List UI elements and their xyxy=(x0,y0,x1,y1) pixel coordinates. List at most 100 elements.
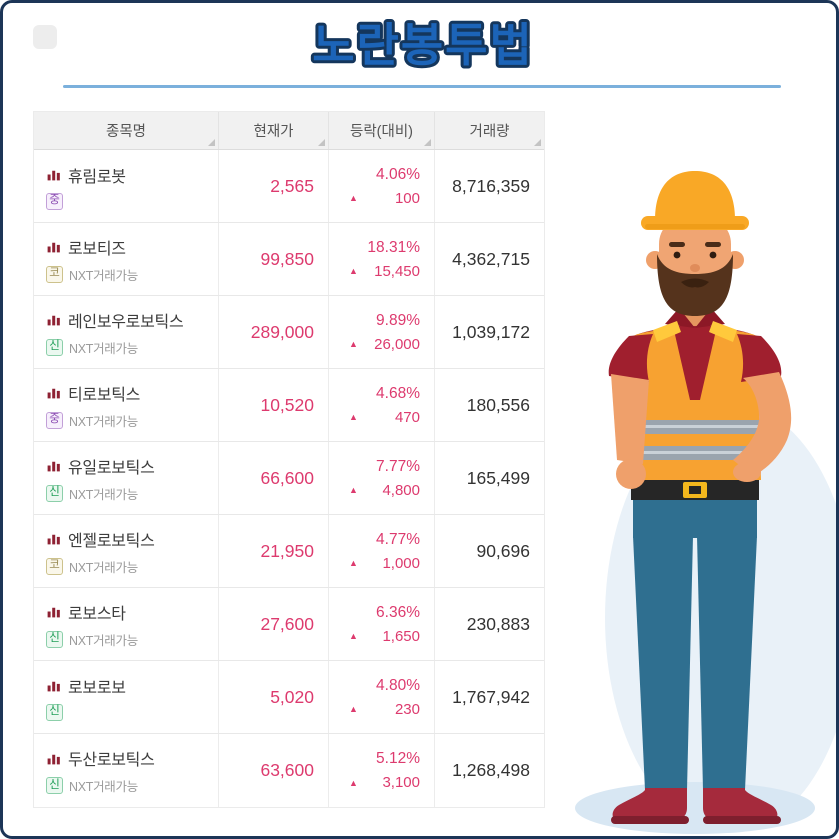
stock-name: 티로보틱스 xyxy=(68,386,141,404)
stock-name: 레인보우로보틱스 xyxy=(68,313,184,331)
current-price: 2,565 xyxy=(270,175,314,196)
table-row[interactable]: 로보티즈 코 NXT거래가능 99,850 18.31% ▲ 15,450 4,… xyxy=(34,223,544,296)
nxt-label: NXT거래가능 xyxy=(69,560,138,575)
header-change[interactable]: 등락(대비) xyxy=(329,112,435,149)
up-arrow-icon: ▲ xyxy=(349,193,358,203)
change-amount: 230 xyxy=(394,700,420,718)
market-badge: 신 xyxy=(46,703,63,721)
current-price: 27,600 xyxy=(260,613,314,634)
construction-worker-illustration xyxy=(575,171,836,834)
nxt-label: NXT거래가능 xyxy=(69,414,138,429)
current-price: 21,950 xyxy=(260,540,314,561)
table-row[interactable]: 휴림로봇 중 2,565 4.06% ▲ 100 8,716,359 xyxy=(34,150,544,223)
stock-name: 로보로보 xyxy=(68,679,126,697)
stock-name: 휴림로봇 xyxy=(68,168,126,186)
up-arrow-icon: ▲ xyxy=(349,339,358,349)
market-badge: 중 xyxy=(46,192,63,210)
change-amount: 1,000 xyxy=(382,554,420,572)
table-row[interactable]: 유일로보틱스 신 NXT거래가능 66,600 7.77% ▲ 4,800 16… xyxy=(34,442,544,515)
change-percent: 18.31% xyxy=(367,238,420,256)
change-percent: 4.68% xyxy=(376,384,420,402)
current-price: 66,600 xyxy=(260,467,314,488)
market-badge: 코 xyxy=(46,265,63,283)
up-arrow-icon: ▲ xyxy=(349,558,358,568)
change-amount: 470 xyxy=(394,408,420,426)
header-current-price[interactable]: 현재가 xyxy=(219,112,329,149)
table-row[interactable]: 티로보틱스 중 NXT거래가능 10,520 4.68% ▲ 470 180,5… xyxy=(34,369,544,442)
nxt-label: NXT거래가능 xyxy=(69,633,138,648)
bar-chart-icon xyxy=(47,170,60,181)
volume: 230,883 xyxy=(466,613,530,634)
volume: 4,362,715 xyxy=(452,248,530,269)
table-row[interactable]: 두산로보틱스 신 NXT거래가능 63,600 5.12% ▲ 3,100 1,… xyxy=(34,734,544,807)
current-price: 289,000 xyxy=(250,321,314,342)
page-title-text: 노란봉투법 xyxy=(312,19,534,71)
market-badge: 신 xyxy=(46,338,63,356)
change-percent: 4.06% xyxy=(376,165,420,183)
up-arrow-icon: ▲ xyxy=(349,485,358,495)
bar-chart-icon xyxy=(47,681,60,692)
stock-name: 엔젤로보틱스 xyxy=(68,532,155,550)
current-price: 99,850 xyxy=(260,248,314,269)
sort-triangle-icon[interactable] xyxy=(534,139,541,146)
up-arrow-icon: ▲ xyxy=(349,777,358,788)
current-price: 5,020 xyxy=(270,686,314,707)
current-price: 10,520 xyxy=(260,394,314,415)
bar-chart-icon xyxy=(47,388,60,399)
change-amount: 1,650 xyxy=(382,627,420,645)
bar-chart-icon xyxy=(47,607,60,618)
current-price: 63,600 xyxy=(260,760,314,780)
pants xyxy=(633,500,757,538)
header-volume[interactable]: 거래량 xyxy=(435,112,544,149)
stock-name: 로보스타 xyxy=(68,605,126,623)
nxt-label: NXT거래가능 xyxy=(69,487,138,502)
nxt-label: NXT거래가능 xyxy=(69,780,138,794)
change-amount: 26,000 xyxy=(374,335,420,353)
table-row[interactable]: 엔젤로보틱스 코 NXT거래가능 21,950 4.77% ▲ 1,000 90… xyxy=(34,515,544,588)
shoe xyxy=(703,788,778,823)
change-percent: 5.12% xyxy=(376,750,420,767)
sort-triangle-icon[interactable] xyxy=(208,139,215,146)
market-badge: 중 xyxy=(46,411,63,429)
title-underline xyxy=(63,85,781,88)
volume: 180,556 xyxy=(466,394,530,415)
bar-chart-icon xyxy=(47,242,60,253)
up-arrow-icon: ▲ xyxy=(349,412,358,422)
change-amount: 100 xyxy=(394,189,420,207)
up-arrow-icon: ▲ xyxy=(349,704,358,714)
table-row[interactable]: 로보로보 신 5,020 4.80% ▲ 230 1,767,942 xyxy=(34,661,544,734)
change-amount: 3,100 xyxy=(382,774,420,791)
bar-chart-icon xyxy=(47,534,60,545)
bar-chart-icon xyxy=(47,461,60,472)
change-percent: 9.89% xyxy=(376,311,420,329)
change-percent: 4.80% xyxy=(376,676,420,694)
market-badge: 신 xyxy=(46,630,63,648)
nxt-label: NXT거래가능 xyxy=(69,268,138,283)
stock-name: 두산로보틱스 xyxy=(68,752,155,769)
up-arrow-icon: ▲ xyxy=(349,631,358,641)
title-text-graphic: 노란봉투법 xyxy=(309,16,535,74)
table-body: 휴림로봇 중 2,565 4.06% ▲ 100 8,716,359 xyxy=(34,150,544,807)
volume: 8,716,359 xyxy=(452,175,530,196)
stock-name: 로보티즈 xyxy=(68,240,126,258)
stock-name: 유일로보틱스 xyxy=(68,459,155,477)
stock-table: 종목명 현재가 등락(대비) 거래량 휴림로봇 xyxy=(33,111,545,808)
table-header: 종목명 현재가 등락(대비) 거래량 xyxy=(34,112,544,150)
change-percent: 6.36% xyxy=(376,603,420,621)
market-badge: 신 xyxy=(46,484,63,502)
volume: 1,268,498 xyxy=(452,760,530,780)
sort-triangle-icon[interactable] xyxy=(318,139,325,146)
market-badge: 신 xyxy=(46,777,63,794)
change-percent: 4.77% xyxy=(376,530,420,548)
change-amount: 4,800 xyxy=(382,481,420,499)
header-stock-name[interactable]: 종목명 xyxy=(34,112,219,149)
nxt-label: NXT거래가능 xyxy=(69,341,138,356)
table-row[interactable]: 레인보우로보틱스 신 NXT거래가능 289,000 9.89% ▲ 26,00… xyxy=(34,296,544,369)
sort-triangle-icon[interactable] xyxy=(424,139,431,146)
up-arrow-icon: ▲ xyxy=(349,266,358,276)
change-amount: 15,450 xyxy=(374,262,420,280)
volume: 1,039,172 xyxy=(452,321,530,342)
volume: 165,499 xyxy=(466,467,530,488)
table-row[interactable]: 로보스타 신 NXT거래가능 27,600 6.36% ▲ 1,650 230,… xyxy=(34,588,544,661)
